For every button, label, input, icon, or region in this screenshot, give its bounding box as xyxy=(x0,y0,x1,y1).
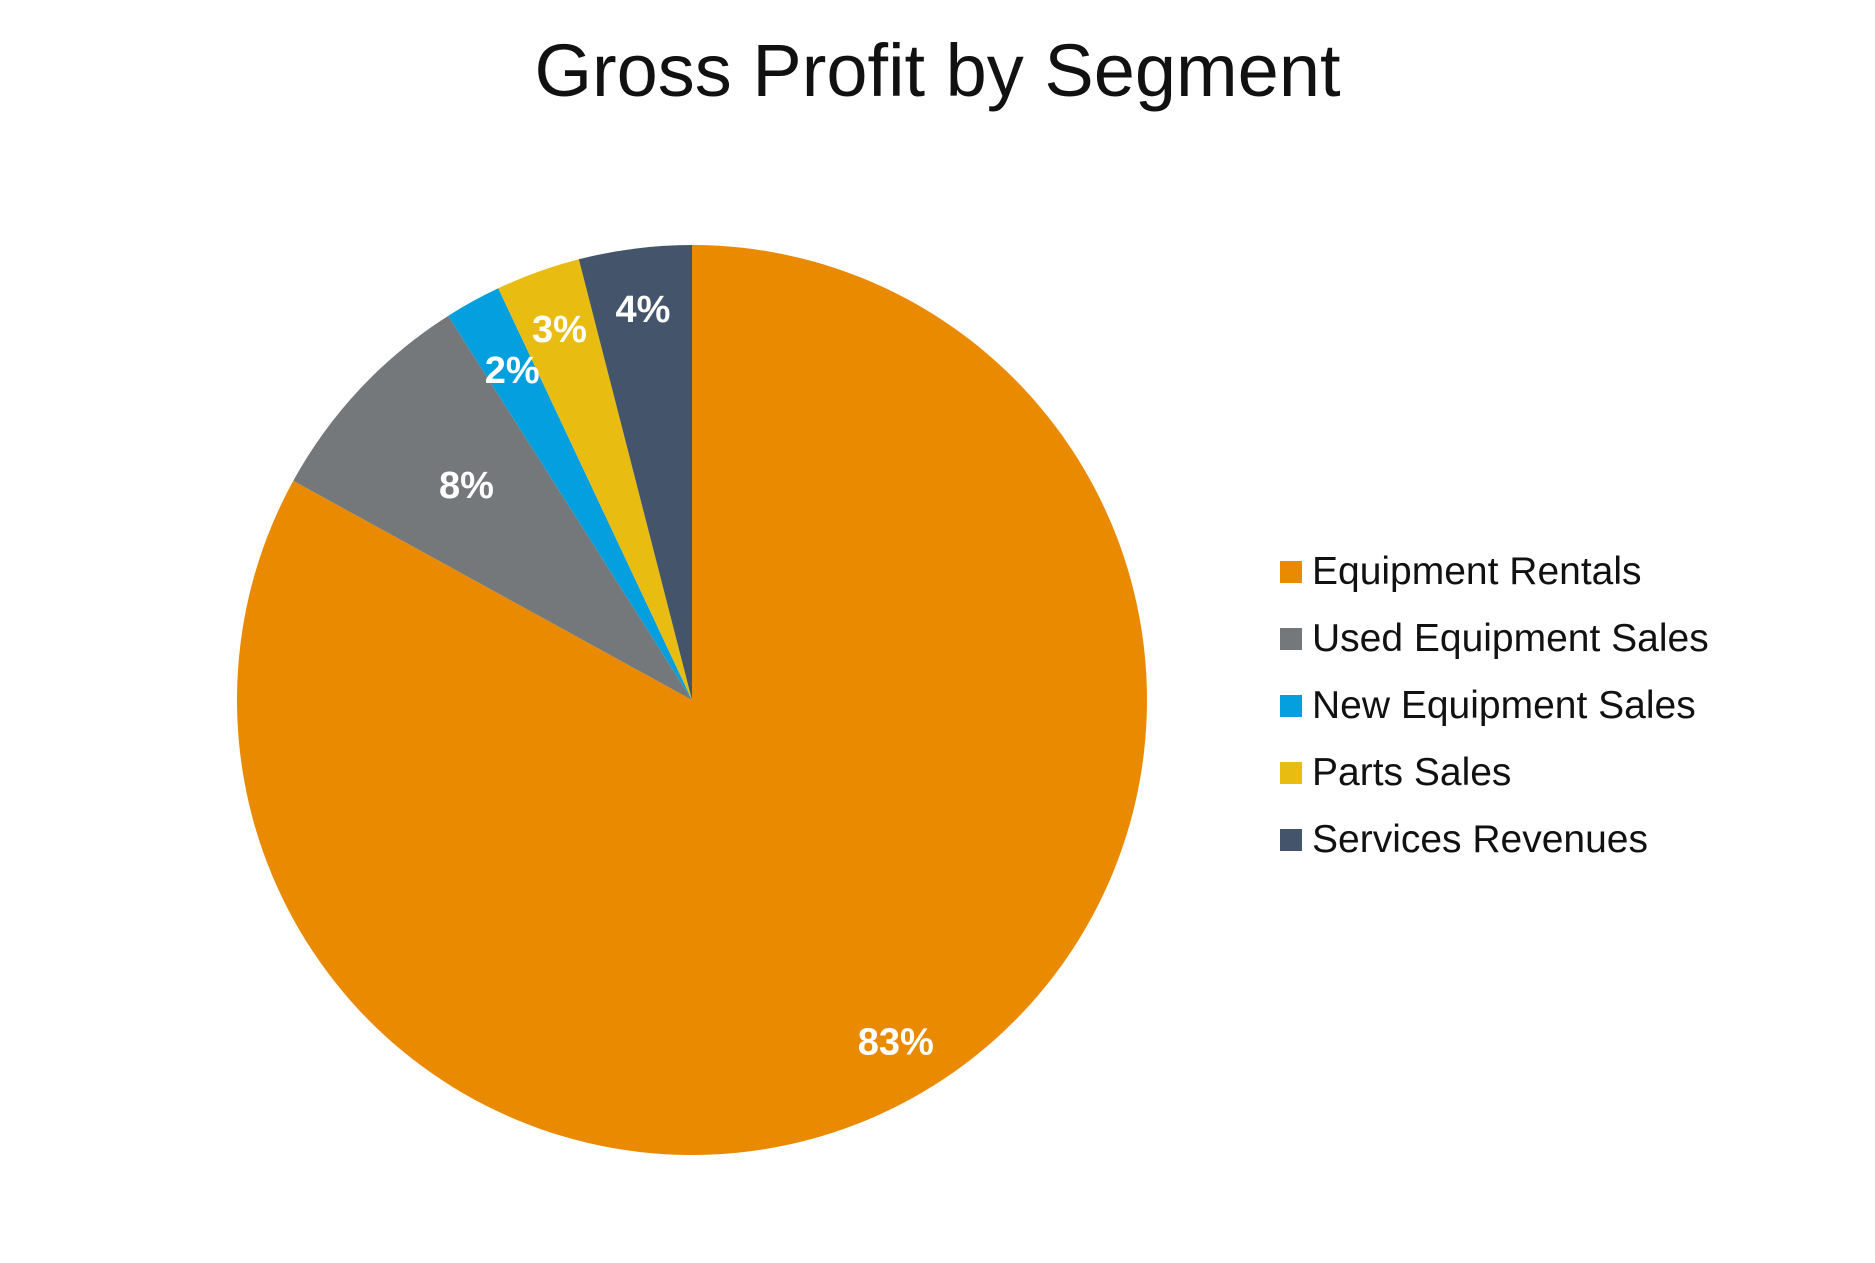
pie-slice-parts-sales xyxy=(498,259,692,700)
legend-item-equipment-rentals: Equipment Rentals xyxy=(1280,538,1709,605)
legend-label: New Equipment Sales xyxy=(1312,683,1696,727)
legend-swatch xyxy=(1280,627,1302,650)
legend-swatch xyxy=(1280,560,1302,583)
pie-slice-used-equipment-sales xyxy=(293,315,692,700)
legend-swatch xyxy=(1280,828,1302,851)
pie-labels: 83% 8% 2%3% 4% xyxy=(439,289,934,1064)
legend-label: Parts Sales xyxy=(1312,750,1512,794)
legend: Equipment Rentals Used Equipment Sales New… xyxy=(1280,538,1709,873)
legend-item-used-equipment-sales: Used Equipment Sales xyxy=(1280,605,1709,672)
legend-item-new-equipment-sales: New Equipment Sales xyxy=(1280,672,1709,739)
legend-swatch xyxy=(1280,694,1302,717)
legend-item-services-revenues: Services Revenues xyxy=(1280,806,1709,873)
legend-label: Used Equipment Sales xyxy=(1312,616,1709,660)
pie-label-parts-sales: 3% xyxy=(532,309,587,351)
pie-slice-services-revenues xyxy=(578,245,692,700)
legend-label: Equipment Rentals xyxy=(1312,549,1642,593)
pie-label-equipment-rentals: 83% xyxy=(858,1022,934,1064)
legend-label: Services Revenues xyxy=(1312,817,1648,861)
pie-slices xyxy=(236,245,1147,1156)
legend-swatch xyxy=(1280,761,1302,784)
pie-slice-new-equipment-sales xyxy=(448,288,692,700)
pie-slice-equipment-rentals xyxy=(236,245,1147,1156)
pie-label-used-equipment-sales: 8% xyxy=(439,465,494,507)
legend-item-parts-sales: Parts Sales xyxy=(1280,739,1709,806)
pie-label-new-equipment-sales: 2% xyxy=(485,350,540,392)
pie-label-services-revenues: 4% xyxy=(615,289,670,331)
chart-title: Gross Profit by Segment xyxy=(534,29,1341,112)
